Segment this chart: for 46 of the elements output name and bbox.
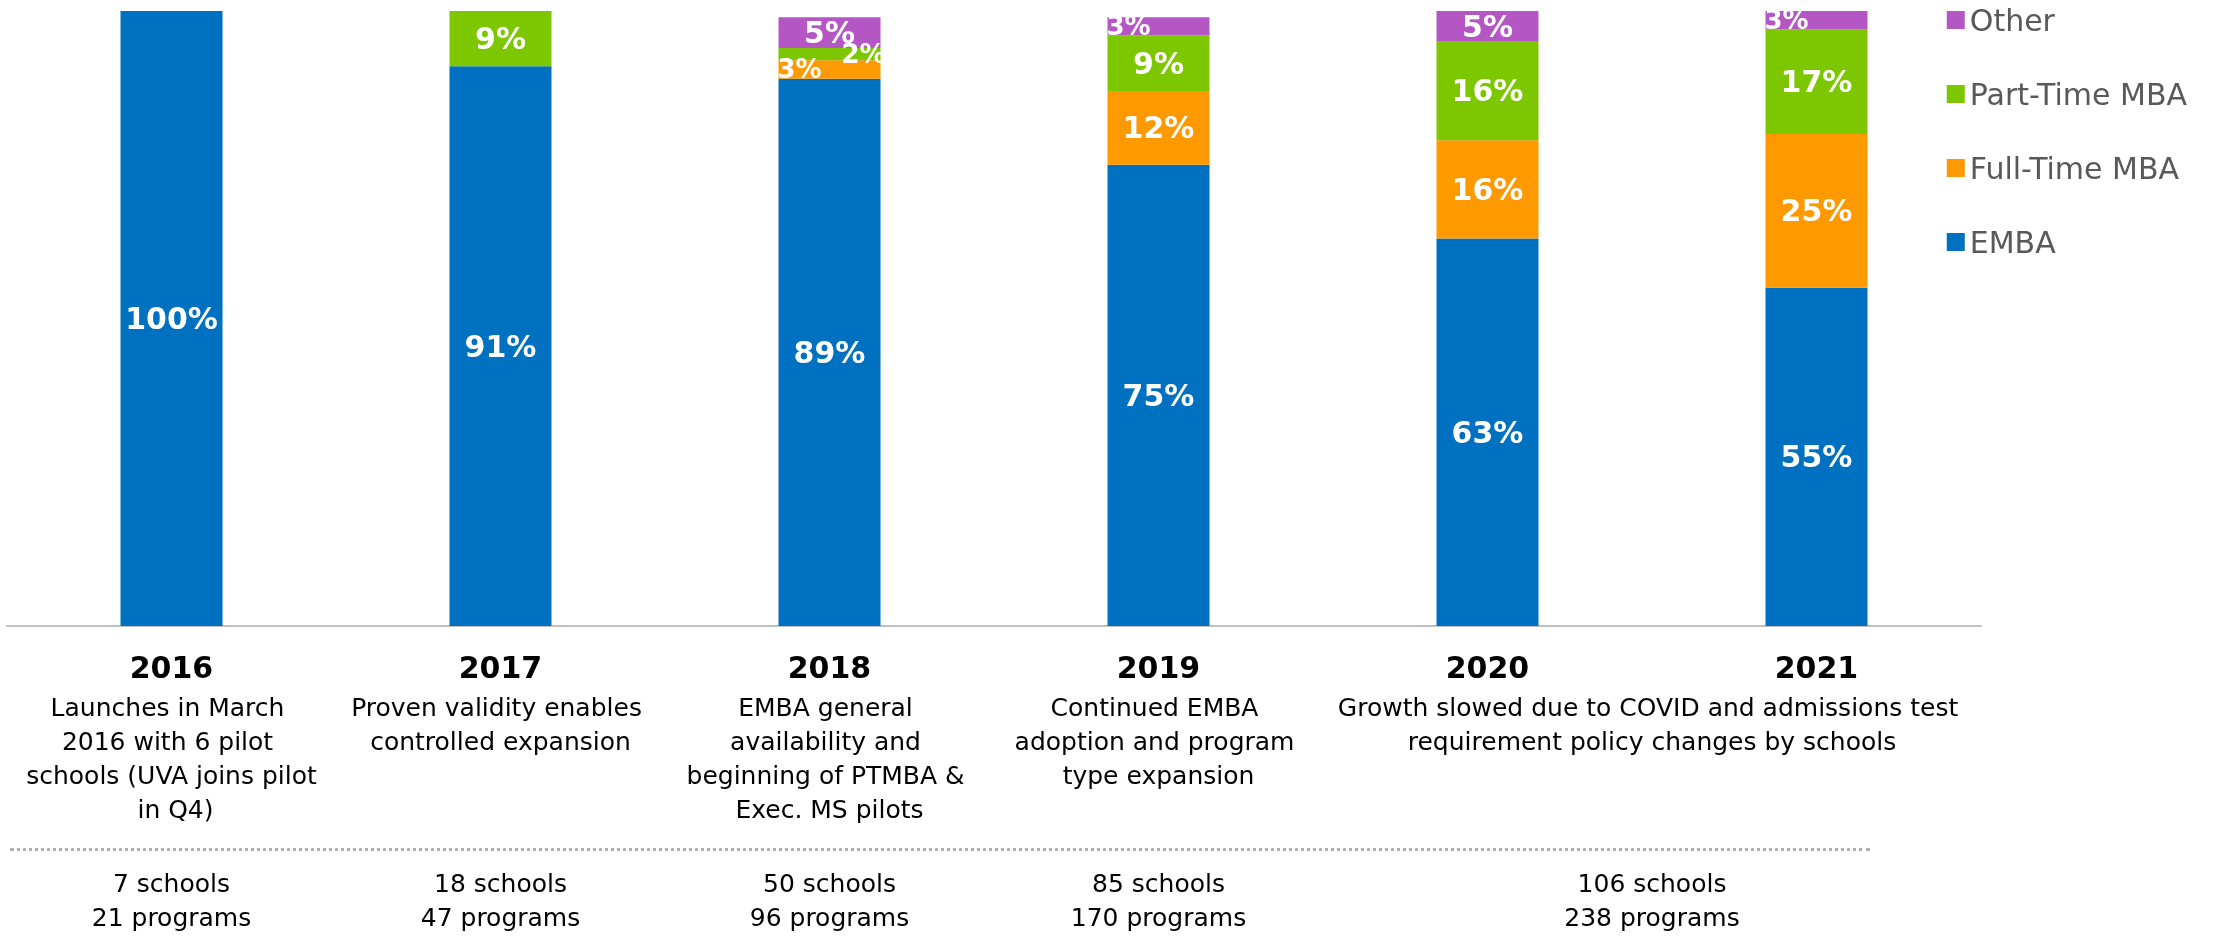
data-label: 12%: [1122, 110, 1195, 146]
bar: [1436, 140, 1539, 239]
text: 85 schools 170 programs: [1070, 868, 1247, 932]
text: Proven validity enables controlled expansion: [351, 692, 650, 756]
text: 106 schools 238 programs: [1564, 868, 1740, 932]
bar: [449, 66, 552, 626]
bar: [1436, 238, 1539, 626]
data-label: 55%: [1780, 439, 1853, 475]
x-tick-label: 2020: [1445, 649, 1530, 685]
data-label: 75%: [1122, 377, 1195, 413]
bar: [1765, 287, 1868, 626]
text: Launches in March 2016 with 6 pilot schools (UVA joins pilot in Q4): [26, 692, 317, 824]
data-label: 16%: [1451, 171, 1524, 207]
legend-label: EMBA: [1969, 224, 2057, 260]
legend-label: Part-Time MBA: [1969, 76, 2188, 112]
data-label: 3%: [777, 54, 822, 85]
text: 18 schools 47 programs: [420, 868, 581, 932]
x-tick-label: 2017: [458, 649, 543, 685]
bar: [1107, 164, 1210, 626]
data-label: 100%: [125, 301, 218, 336]
data-label: 17%: [1780, 64, 1853, 100]
x-tick-label: 2018: [787, 649, 872, 685]
bar: [120, 11, 223, 626]
legend-label: Full-Time MBA: [1969, 150, 2180, 186]
x-tick-label: 2016: [129, 649, 214, 685]
bar: [1107, 90, 1210, 165]
data-label: 63%: [1451, 414, 1524, 450]
text: 50 schools 96 programs: [749, 868, 910, 932]
bar: [1765, 29, 1868, 134]
bar: [778, 78, 881, 626]
x-tick-label: 2019: [1116, 649, 1201, 685]
text: Growth slowed due to COVID and admissions test requirement policy changes by schools: [1337, 692, 1967, 756]
bar: [1436, 41, 1539, 141]
data-label: 89%: [793, 334, 866, 370]
x-tick-label: 2021: [1774, 649, 1859, 685]
text: Continued EMBA adoption and program type expansion: [1014, 692, 1303, 790]
data-label: 5%: [1462, 8, 1513, 44]
text: EMBA general availability and beginning of PTMBA & Exec. MS pilots: [686, 692, 973, 824]
data-label: 91%: [464, 328, 537, 364]
bar: [1765, 134, 1868, 288]
data-label: 9%: [1133, 45, 1184, 81]
data-label: 9%: [475, 21, 526, 57]
data-label: 16%: [1451, 73, 1524, 109]
data-label: 25%: [1780, 193, 1853, 229]
legend-label: Other: [1969, 2, 2056, 38]
text: 7 schools 21 programs: [91, 868, 252, 932]
